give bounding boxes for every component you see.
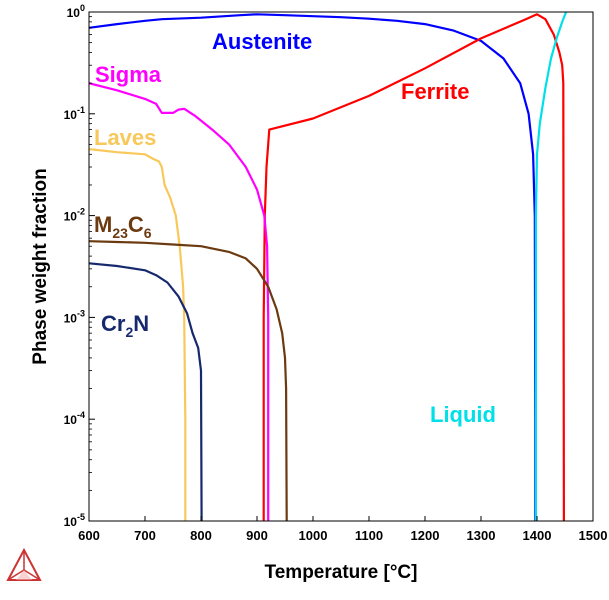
series-label-sigma: Sigma xyxy=(95,62,162,87)
x-axis-title: Temperature [°C] xyxy=(265,562,418,583)
x-tick-label: 1000 xyxy=(299,528,328,543)
x-tick-label: 900 xyxy=(246,528,268,543)
thermo-calc-logo-icon xyxy=(6,547,42,581)
series-labels: Austenite Ferrite Sigma Laves M23C6 Cr2N Liqui… xyxy=(94,29,496,427)
series-label-liquid: Liquid xyxy=(430,402,496,427)
x-tick-label: 800 xyxy=(190,528,212,543)
series-label-laves: Laves xyxy=(94,125,156,150)
y-tick-label: 10-1 xyxy=(64,105,85,122)
y-axis-title: Phase weight fraction xyxy=(30,168,51,364)
series-line-austenite xyxy=(89,13,537,521)
series-line-m23c6 xyxy=(89,240,288,521)
y-tick-label: 10-4 xyxy=(64,410,85,427)
series-line-sigma xyxy=(89,82,270,521)
y-tick-label: 100 xyxy=(67,3,85,20)
series-line-ferrite xyxy=(262,13,565,521)
x-tick-label: 1100 xyxy=(355,528,383,543)
y-tick-label: 10-2 xyxy=(64,207,85,224)
series-label-cr2n: Cr2N xyxy=(101,311,149,340)
series-line-laves xyxy=(89,148,187,521)
series-label-ferrite: Ferrite xyxy=(401,79,469,104)
x-tick-label: 600 xyxy=(78,528,100,543)
x-tick-label: 1300 xyxy=(467,528,496,543)
series-line-liquid xyxy=(534,12,568,521)
y-tick-label: 10-3 xyxy=(64,308,85,325)
x-tick-label: 1200 xyxy=(411,528,440,543)
x-tick-label: 1500 xyxy=(579,528,608,543)
y-tick-label: 10-5 xyxy=(64,512,85,529)
plot-frame xyxy=(88,11,594,522)
plot-lines xyxy=(89,12,568,521)
x-tick-label: 1400 xyxy=(523,528,552,543)
x-tick-label: 700 xyxy=(134,528,156,543)
x-axis-ticks: 600 700 800 900 1000 1100 1200 1300 1400 1500 xyxy=(78,516,607,543)
series-label-m23c6: M23C6 xyxy=(94,212,152,241)
y-axis-ticks: 10-5 10-4 10-3 10-2 10-1 100 xyxy=(64,3,95,529)
series-line-cr2n xyxy=(89,262,203,521)
series-label-austenite: Austenite xyxy=(212,29,312,54)
